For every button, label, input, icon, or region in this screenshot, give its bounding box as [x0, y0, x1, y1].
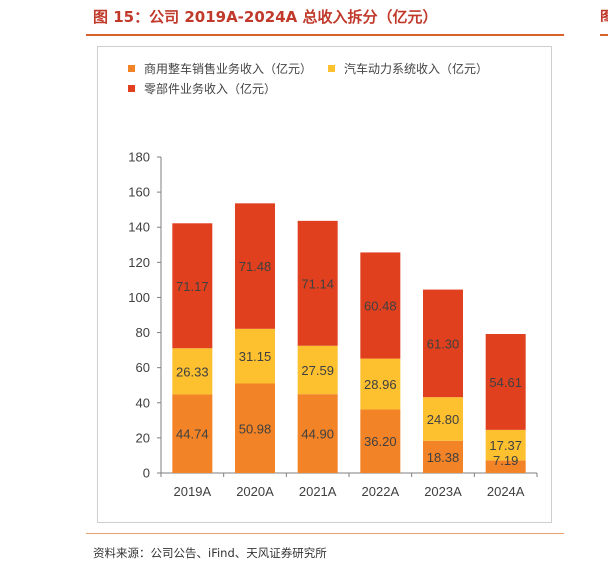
legend-swatch-powertrain — [328, 64, 336, 72]
y-tick-label: 60 — [136, 360, 150, 375]
y-tick-label: 180 — [128, 150, 150, 165]
bar-value-label: 24.80 — [427, 412, 460, 427]
adjacent-title-fragment: 图 — [600, 8, 608, 22]
x-tick-label: 2024A — [487, 484, 525, 499]
x-tick-label: 2023A — [424, 484, 462, 499]
y-tick-label: 40 — [136, 395, 150, 410]
legend-label-commercial-vehicles: 商用整车销售业务收入（亿元） — [144, 61, 313, 76]
y-tick-label: 140 — [128, 220, 150, 235]
source-note: 资料来源：公司公告、iFind、天风证券研究所 — [93, 546, 327, 560]
bar-segment — [235, 203, 275, 329]
adjacent-title-rule — [600, 34, 608, 36]
x-tick-label: 2022A — [362, 484, 400, 499]
bar-value-label: 27.59 — [301, 363, 334, 378]
legend-item-powertrain: 汽车动力系统收入（亿元） — [328, 60, 488, 77]
chart-legend: 商用整车销售业务收入（亿元） 汽车动力系统收入（亿元） 零部件业务收入（亿元） — [128, 58, 504, 98]
legend-row-2: 零部件业务收入（亿元） — [128, 78, 504, 98]
bar-value-label: 36.20 — [364, 434, 397, 449]
bar-segment — [297, 220, 338, 346]
bar-segment — [297, 345, 338, 395]
chart-frame — [97, 46, 552, 523]
y-tick-label: 0 — [143, 466, 150, 481]
y-tick-label: 120 — [128, 255, 150, 270]
bar-segment — [172, 223, 213, 349]
legend-row-1: 商用整车销售业务收入（亿元） 汽车动力系统收入（亿元） — [128, 58, 504, 78]
bar-value-label: 71.48 — [239, 259, 272, 274]
bar-value-label: 61.30 — [427, 336, 460, 351]
legend-swatch-commercial-vehicles — [128, 64, 135, 72]
bar-segment — [423, 289, 463, 398]
bar-value-label: 71.17 — [176, 279, 209, 294]
bar-value-label: 60.48 — [364, 299, 397, 314]
legend-swatch-components — [128, 84, 135, 92]
bar-segment — [235, 328, 275, 384]
bar-value-label: 71.14 — [301, 276, 334, 291]
bar-value-label: 31.15 — [239, 349, 272, 364]
y-axis: 0 20 40 60 80 100 120 140 160 180 — [128, 150, 162, 481]
bar-segment — [172, 348, 213, 395]
adjacent-figure-fragment: 图 — [598, 0, 608, 572]
y-tick-label: 100 — [128, 290, 150, 305]
bar-segment — [485, 429, 526, 461]
x-tick-label: 2019A — [174, 484, 212, 499]
bar-value-label: 54.61 — [489, 375, 522, 390]
bar-segment — [485, 334, 526, 430]
bar-segment — [172, 394, 213, 473]
y-tick-label: 20 — [136, 430, 150, 445]
bar-label-group: 44.74 26.33 71.17 50.98 31.15 71.48 44.90 27.59… — [176, 259, 522, 468]
legend-item-commercial-vehicles: 商用整车销售业务收入（亿元） — [128, 60, 312, 77]
bar-segment — [360, 358, 401, 410]
bar-value-label: 44.74 — [176, 427, 209, 442]
bar-value-label: 26.33 — [176, 364, 209, 379]
bar-segment — [297, 394, 338, 473]
legend-item-components: 零部件业务收入（亿元） — [128, 80, 276, 97]
legend-label-powertrain: 汽车动力系统收入（亿元） — [344, 61, 489, 76]
bar-value-label: 28.96 — [364, 377, 397, 392]
x-tick-label: 2021A — [299, 484, 337, 499]
figure-title: 图 15：公司 2019A-2024A 总收入拆分（亿元） — [93, 8, 438, 26]
bar-segment — [360, 252, 401, 359]
title-rule — [86, 34, 564, 36]
bar-value-label: 44.90 — [301, 427, 334, 442]
bar-value-label: 18.38 — [427, 450, 460, 465]
bar-value-label: 50.98 — [239, 421, 272, 436]
bar-segment — [423, 440, 463, 473]
bar-segment — [235, 383, 275, 473]
bar-segment — [485, 460, 526, 473]
x-tick-label: 2020A — [236, 484, 274, 499]
bar-group — [172, 203, 526, 473]
y-tick-label: 80 — [136, 325, 150, 340]
y-tick-label: 160 — [128, 185, 150, 200]
bar-value-label: 7.19 — [493, 453, 518, 468]
source-rule — [86, 533, 564, 534]
bar-value-label: 17.37 — [489, 438, 522, 453]
bar-segment — [423, 397, 463, 441]
legend-label-components: 零部件业务收入（亿元） — [144, 81, 277, 96]
x-axis: 2019A 2020A 2021A 2022A 2023A 2024A — [160, 472, 538, 499]
bar-segment — [360, 409, 401, 473]
